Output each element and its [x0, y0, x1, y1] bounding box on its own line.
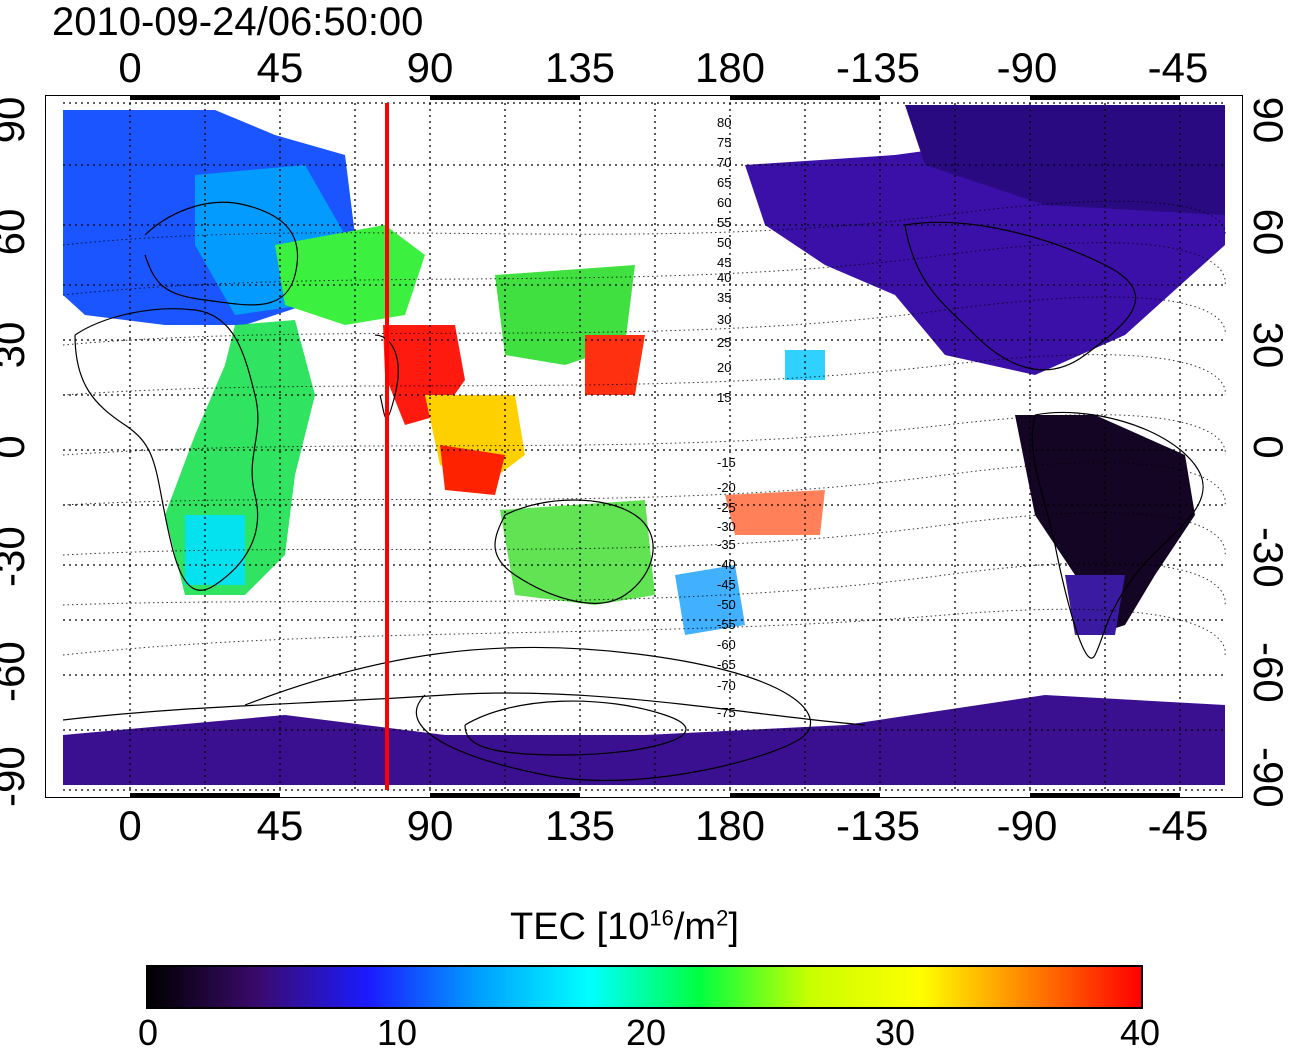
contour-label: -75: [717, 705, 736, 720]
contour-label: -70: [717, 678, 736, 693]
contour-label: -20: [717, 480, 736, 495]
lon-tick-top: 45: [256, 44, 304, 91]
lon-tick-top: -45: [1147, 44, 1209, 91]
contour-label: -25: [717, 500, 736, 515]
contour-label: -60: [717, 637, 736, 652]
lon-tick-bottom: -135: [835, 802, 921, 849]
lon-tick-bottom: 135: [544, 802, 616, 849]
contour-label: 20: [717, 360, 732, 375]
contour-label: -50: [717, 597, 736, 612]
colorbar-title-mid: /m: [673, 906, 717, 948]
colorbar-tick: 30: [874, 1012, 916, 1053]
contour-label: 75: [717, 135, 732, 150]
contour-label: -15: [717, 455, 736, 470]
contour-label: 35: [717, 290, 732, 305]
contour-label: 25: [717, 335, 732, 350]
contour-label: 80: [717, 115, 732, 130]
contour-label: -45: [717, 577, 736, 592]
lat-tick-right: -30: [1245, 527, 1292, 588]
colorbar-title: TEC [1016/m2]: [510, 905, 739, 949]
lat-tick-left: 60: [0, 208, 33, 256]
lon-tick-top: 90: [406, 44, 454, 91]
contour-label: 30: [717, 312, 732, 327]
lon-tick-bottom: 0: [118, 802, 142, 849]
contour-label: 40: [717, 270, 732, 285]
colorbar-tick: 20: [625, 1012, 667, 1053]
lat-tick-right: -60: [1245, 642, 1292, 703]
colorbar: [146, 965, 1143, 1009]
colorbar-title-prefix: TEC [10: [510, 906, 650, 948]
lon-tick-top: 180: [694, 44, 766, 91]
lat-tick-right: -90: [1245, 747, 1292, 808]
contour-label: 60: [717, 195, 732, 210]
tec-map-canvas: [44, 94, 1244, 799]
contour-label: 55: [717, 215, 732, 230]
colorbar-title-suffix: ]: [728, 906, 739, 948]
lon-tick-top: -90: [996, 44, 1058, 91]
lat-tick-right: 90: [1245, 96, 1292, 144]
contour-label: 65: [717, 175, 732, 190]
lat-tick-right: 30: [1245, 321, 1292, 369]
colorbar-tick: 0: [137, 1012, 159, 1053]
tec-map: 80 75 70 65 60 55 50 45 40 35 30 25 20 1…: [44, 94, 1244, 799]
contour-label: -55: [717, 617, 736, 632]
lon-tick-bottom: -45: [1147, 802, 1209, 849]
lon-tick-bottom: 180: [694, 802, 766, 849]
timestamp: 2010-09-24/06:50:00: [52, 0, 424, 44]
lon-tick-bottom: 45: [256, 802, 304, 849]
lon-tick-top: 0: [118, 44, 142, 91]
contour-label: 70: [717, 155, 732, 170]
lat-tick-left: 30: [0, 321, 33, 369]
colorbar-title-exp1: 16: [649, 905, 674, 931]
contour-label: -40: [717, 557, 736, 572]
colorbar-title-exp2: 2: [716, 905, 729, 931]
lon-tick-bottom: 90: [406, 802, 454, 849]
lat-tick-left: 90: [0, 96, 33, 144]
lat-tick-left: -90: [0, 746, 33, 807]
contour-label: 15: [717, 390, 732, 405]
lat-tick-left: -60: [0, 641, 33, 702]
lat-tick-right: 60: [1245, 208, 1292, 256]
lon-tick-top: -135: [835, 44, 921, 91]
lon-tick-bottom: -90: [996, 802, 1058, 849]
colorbar-tick: 10: [376, 1012, 418, 1053]
contour-label: 50: [717, 235, 732, 250]
lat-tick-left: -30: [0, 526, 33, 587]
contour-label: -65: [717, 657, 736, 672]
contour-label: -30: [717, 519, 736, 534]
lat-tick-right: 0: [1245, 435, 1292, 459]
contour-label: 45: [717, 255, 732, 270]
lon-tick-top: 135: [544, 44, 616, 91]
contour-label: -35: [717, 537, 736, 552]
colorbar-tick: 40: [1119, 1012, 1161, 1053]
lat-tick-left: 0: [0, 417, 33, 477]
